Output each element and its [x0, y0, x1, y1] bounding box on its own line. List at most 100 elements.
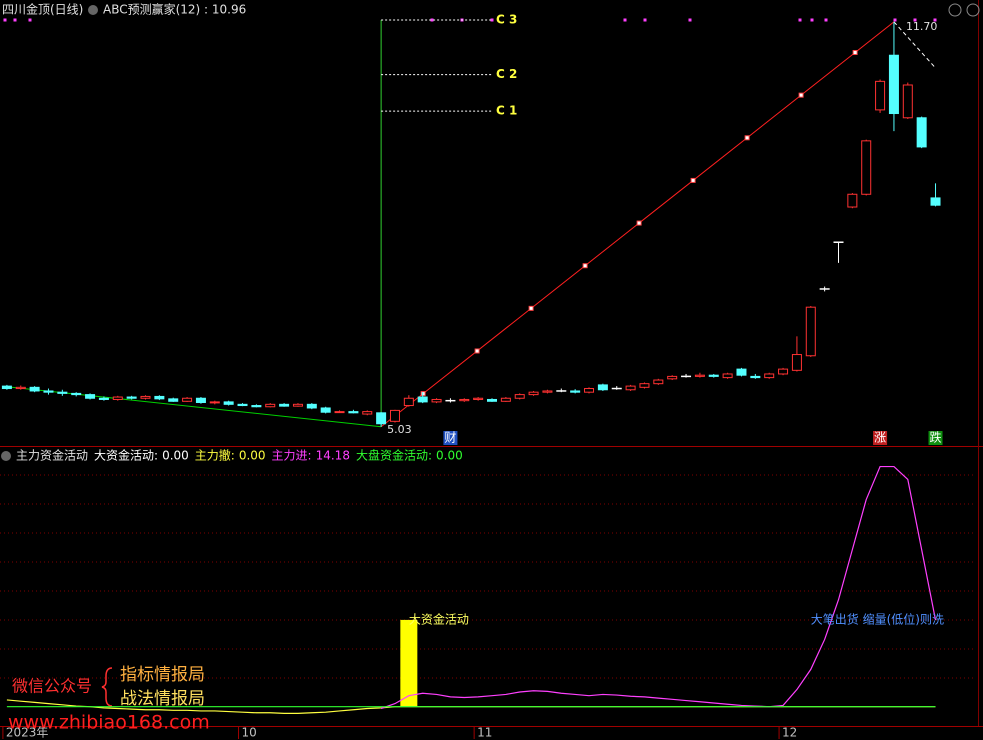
line-dot — [690, 177, 696, 183]
line-dot — [744, 135, 750, 141]
candle-body — [473, 397, 484, 400]
line-dot — [636, 220, 642, 226]
top-dot — [28, 18, 32, 22]
candle-body — [140, 395, 151, 399]
candle-body — [237, 403, 248, 407]
candle-body — [930, 197, 941, 206]
candle-body — [708, 374, 719, 377]
top-dot — [490, 18, 494, 22]
candle-body — [182, 397, 193, 402]
top-dot — [893, 18, 897, 22]
candle-body — [805, 306, 816, 357]
watermark: 指标情报局 — [120, 665, 205, 685]
watermark: 战法情报局 — [120, 689, 205, 709]
top-dot — [933, 18, 937, 22]
candle-body — [542, 390, 553, 393]
candle-body — [1, 385, 12, 390]
signal-label: 跌 — [930, 430, 942, 445]
candle-body — [584, 388, 595, 393]
candle-body — [597, 384, 608, 391]
candle-body — [168, 398, 179, 402]
series-line — [380, 465, 937, 710]
candle-body — [403, 397, 414, 407]
icon[interactable] — [966, 3, 980, 17]
candle-body — [112, 396, 123, 400]
candle-body — [694, 374, 705, 377]
candle-body — [487, 398, 497, 402]
top-dot — [688, 18, 692, 22]
candle-body — [43, 390, 54, 393]
brace — [101, 667, 113, 707]
candle-body — [639, 383, 650, 388]
candle-body — [888, 54, 899, 115]
trend-line — [6, 386, 382, 428]
line-dot — [528, 305, 534, 311]
candle-body — [417, 396, 428, 403]
trend-line — [893, 21, 936, 69]
candle-body — [750, 375, 761, 379]
legend-value: 14.18 — [316, 449, 350, 463]
line-dot — [852, 50, 858, 56]
candle-body — [861, 140, 872, 195]
candle-body — [29, 386, 40, 392]
signal-box — [443, 431, 458, 445]
level-label: C 2 — [496, 67, 517, 81]
stock-title: 四川金顶(日线) — [2, 2, 83, 17]
level-label: C 1 — [496, 104, 517, 118]
collapse-icon[interactable] — [88, 5, 98, 15]
signal-label: 财 — [444, 431, 456, 445]
indicator-title: ABC预测赢家(12) : 10.96 — [103, 2, 246, 17]
candle-body — [98, 397, 109, 400]
top-dot — [798, 18, 802, 22]
candle-body — [126, 396, 137, 399]
candle-body — [292, 403, 303, 407]
legend-name: 大资金活动: — [94, 448, 158, 463]
top-dot — [824, 18, 828, 22]
line-dot — [474, 348, 480, 354]
price-label: 5.03 — [387, 423, 412, 436]
candle-body — [348, 411, 359, 414]
candle-body — [459, 398, 470, 402]
signal-box — [928, 431, 943, 445]
line-dot — [798, 92, 804, 98]
candle-body — [389, 409, 400, 422]
legend-name: 主力进: — [272, 449, 312, 463]
candle-body — [902, 84, 913, 119]
line-dot — [582, 263, 588, 269]
candle-body — [722, 373, 733, 379]
top-dot — [3, 18, 7, 22]
candle-body — [85, 394, 96, 399]
candle-body — [625, 385, 636, 391]
x-tick-label: 12 — [782, 726, 797, 740]
candle-body — [847, 193, 858, 208]
candle-body — [736, 368, 747, 376]
x-tick-label: 11 — [477, 726, 492, 740]
indicator-title: 主力资金活动 — [16, 448, 88, 463]
candle-body — [223, 401, 234, 405]
candle-body — [251, 405, 262, 408]
candle-body — [15, 386, 26, 390]
candle-body — [764, 373, 775, 379]
watermark-url: www.zhibiao168.com — [8, 712, 210, 734]
candle-body — [653, 379, 664, 385]
signal-label: 涨 — [874, 430, 886, 445]
watermark: 微信公众号 — [12, 677, 92, 696]
candle-body — [306, 403, 317, 409]
top-dot — [810, 18, 814, 22]
candle-body — [362, 411, 373, 415]
candle-body — [778, 368, 789, 375]
candle-body — [376, 412, 387, 425]
top-dot — [13, 18, 17, 22]
candle-body — [279, 403, 290, 407]
collapse-icon[interactable] — [1, 451, 11, 461]
annotation: 大笔出货 缩量(低位)则洗 — [811, 611, 944, 626]
icon[interactable] — [948, 3, 962, 17]
price-label: 11.70 — [906, 20, 938, 33]
candle-body — [791, 354, 802, 371]
candle-body — [265, 403, 276, 408]
legend-value: 0.00 — [436, 449, 463, 463]
legend-name: 主力撤: — [195, 448, 235, 463]
